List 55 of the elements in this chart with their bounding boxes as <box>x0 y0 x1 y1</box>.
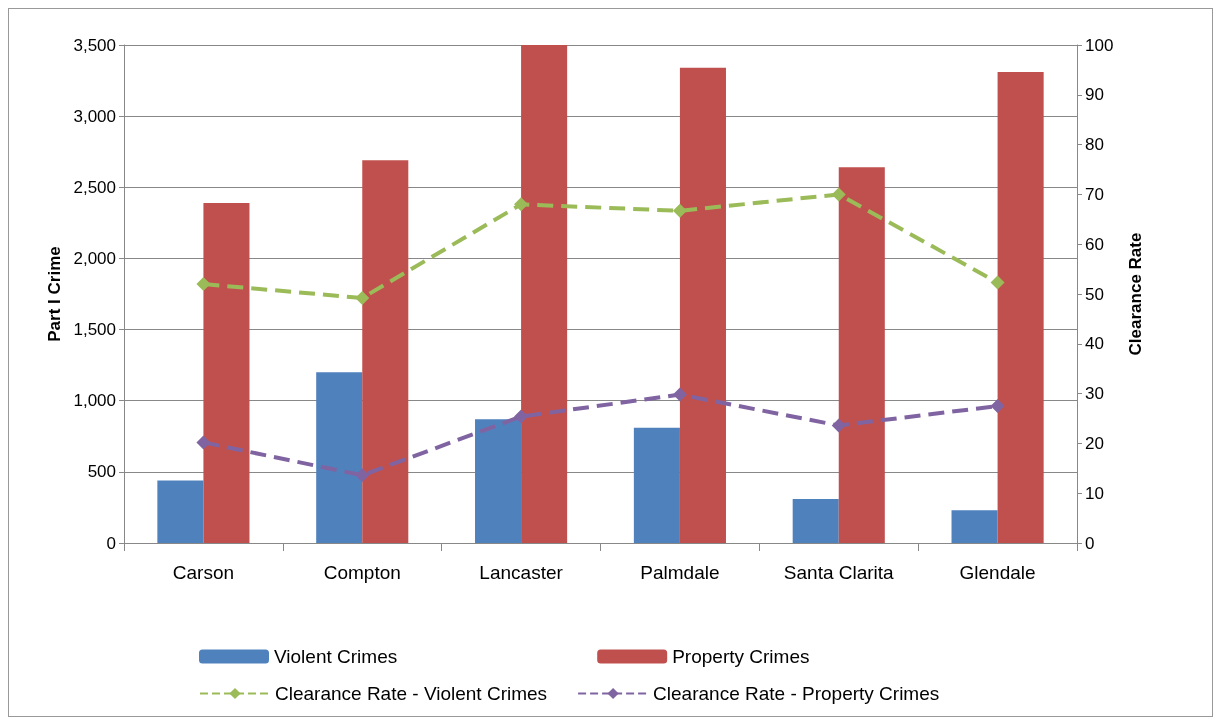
bar <box>203 202 250 543</box>
bar <box>838 167 885 543</box>
bar <box>316 372 363 543</box>
y2-axis-title: Clearance Rate <box>1126 232 1145 356</box>
y2-tick-label: 90 <box>1085 85 1104 105</box>
y2-tick-label: 10 <box>1085 483 1104 503</box>
point <box>672 203 687 218</box>
y2-tick-label: 80 <box>1085 135 1104 155</box>
x-tick-label: Lancaster <box>479 562 564 583</box>
bar <box>521 45 568 543</box>
point <box>355 290 370 305</box>
y-tick-label: 3,000 <box>73 106 116 126</box>
point <box>831 187 846 202</box>
point <box>514 197 529 212</box>
legend-label: Property Crimes <box>672 646 810 667</box>
point <box>672 387 687 402</box>
y2-tick-label: 70 <box>1085 184 1104 204</box>
y2-tick-label: 40 <box>1085 334 1104 354</box>
point <box>831 418 846 433</box>
y-tick-label: 2,000 <box>73 248 116 268</box>
legend-label: Violent Crimes <box>274 646 398 667</box>
bar <box>362 160 409 543</box>
point <box>990 275 1005 290</box>
point <box>196 435 211 450</box>
y2-tick-label: 100 <box>1085 35 1114 55</box>
bar <box>792 498 839 543</box>
legend-label: Clearance Rate - Violent Crimes <box>275 683 548 704</box>
y-tick-label: 0 <box>106 533 116 553</box>
y2-tick-label: 50 <box>1085 284 1104 304</box>
y2-tick-label: 60 <box>1085 234 1104 254</box>
bar <box>951 510 998 543</box>
point <box>514 409 529 424</box>
y2-tick-label: 0 <box>1085 533 1095 553</box>
point <box>355 468 370 483</box>
x-tick-label: Santa Clarita <box>783 562 895 583</box>
x-tick-label: Carson <box>172 562 235 583</box>
bar <box>679 67 726 543</box>
legend-label: Clearance Rate - Property Crimes <box>653 683 940 704</box>
y2-tick-label: 20 <box>1085 433 1104 453</box>
y2-tick-label: 30 <box>1085 384 1104 404</box>
point <box>990 399 1005 414</box>
y-tick-label: 500 <box>87 462 116 482</box>
y-tick-label: 1,000 <box>73 391 116 411</box>
y-tick-label: 2,500 <box>73 177 116 197</box>
bar <box>633 427 680 543</box>
bar <box>475 419 522 543</box>
bar <box>157 480 204 543</box>
point <box>196 277 211 292</box>
y-tick-label: 1,500 <box>73 320 116 340</box>
y-axis-title: Part I Crime <box>44 246 64 342</box>
bar <box>997 72 1044 543</box>
y-tick-label: 3,500 <box>73 35 116 55</box>
x-tick-label: Palmdale <box>640 562 720 583</box>
x-tick-label: Glendale <box>959 562 1036 583</box>
x-tick-label: Compton <box>323 562 401 583</box>
